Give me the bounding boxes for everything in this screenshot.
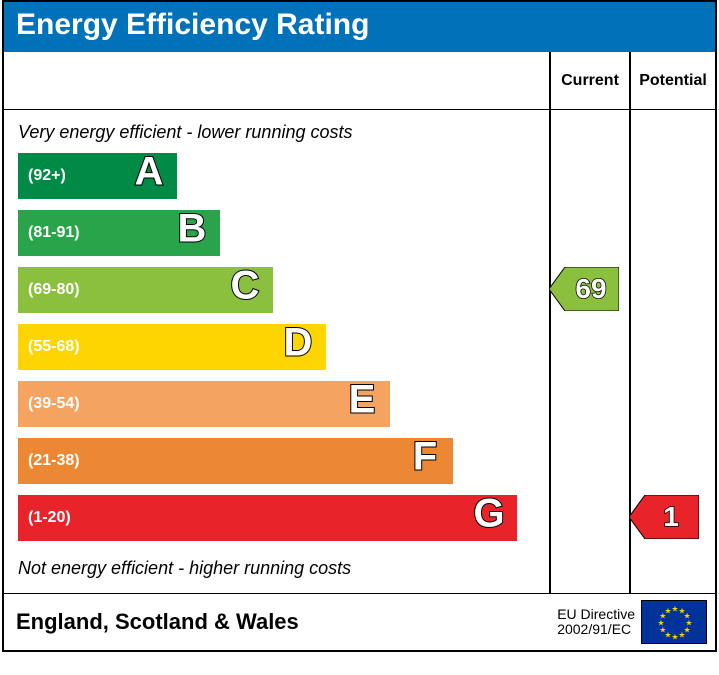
eu-star-icon: ★ — [664, 606, 671, 615]
band-row-g: (1-20) G — [18, 495, 549, 548]
band-bar-b: (81-91) B — [18, 210, 220, 256]
footer: England, Scotland & Wales EU Directive 2… — [4, 594, 715, 650]
footer-right: EU Directive 2002/91/EC ★★★★★★★★★★★★ — [557, 600, 707, 644]
caption-inefficient: Not energy efficient - higher running co… — [4, 552, 549, 587]
bands-host: (92+) A (81-91) B (69-80) C (55-68) D (39-54) E (2… — [4, 153, 549, 548]
directive-line2: 2002/91/EC — [557, 622, 635, 637]
band-range-a: (92+) — [28, 167, 66, 185]
band-letter-g: G — [467, 493, 511, 542]
band-row-b: (81-91) B — [18, 210, 549, 263]
band-range-c: (69-80) — [28, 281, 80, 299]
band-range-b: (81-91) — [28, 224, 80, 242]
chart-title: Energy Efficiency Rating — [16, 8, 369, 41]
band-letter-b: B — [170, 208, 214, 257]
band-bar-g: (1-20) G — [18, 495, 517, 541]
footer-region: England, Scotland & Wales — [16, 609, 299, 635]
current-pointer: 69 — [549, 267, 619, 311]
directive-line1: EU Directive — [557, 607, 635, 622]
svg-text:F: F — [413, 436, 437, 479]
svg-text:1: 1 — [663, 501, 679, 532]
svg-text:C: C — [230, 265, 259, 308]
title-bar: Energy Efficiency Rating — [4, 2, 715, 52]
bands-column: Very energy efficient - lower running co… — [4, 110, 550, 594]
header-current: Current — [550, 52, 630, 110]
chart-grid: Current Potential Very energy efficient … — [4, 52, 715, 594]
band-row-f: (21-38) F — [18, 438, 549, 491]
svg-text:G: G — [474, 493, 505, 536]
potential-column: 1 — [630, 110, 715, 594]
svg-text:B: B — [177, 208, 206, 251]
potential-pointer: 1 — [629, 495, 699, 539]
band-bar-e: (39-54) E — [18, 381, 390, 427]
header-potential: Potential — [630, 52, 715, 110]
svg-text:D: D — [284, 322, 313, 365]
current-column: 69 — [550, 110, 630, 594]
caption-efficient: Very energy efficient - lower running co… — [4, 116, 549, 151]
svg-text:69: 69 — [575, 273, 606, 304]
band-letter-e: E — [340, 379, 384, 428]
band-row-e: (39-54) E — [18, 381, 549, 434]
band-range-d: (55-68) — [28, 338, 80, 356]
header-blank — [4, 52, 550, 110]
band-letter-a: A — [127, 151, 171, 200]
band-bar-f: (21-38) F — [18, 438, 453, 484]
eu-flag-icon: ★★★★★★★★★★★★ — [641, 600, 707, 644]
band-range-f: (21-38) — [28, 452, 80, 470]
band-letter-d: D — [276, 322, 320, 371]
band-row-c: (69-80) C — [18, 267, 549, 320]
svg-text:A: A — [135, 151, 164, 194]
band-range-g: (1-20) — [28, 509, 71, 527]
band-bar-c: (69-80) C — [18, 267, 273, 313]
footer-directive: EU Directive 2002/91/EC — [557, 607, 635, 638]
band-letter-f: F — [403, 436, 447, 485]
band-row-a: (92+) A — [18, 153, 549, 206]
band-bar-a: (92+) A — [18, 153, 177, 199]
eu-star-icon: ★ — [671, 633, 678, 642]
band-bar-d: (55-68) D — [18, 324, 326, 370]
eu-star-icon: ★ — [678, 631, 685, 640]
band-letter-c: C — [223, 265, 267, 314]
band-row-d: (55-68) D — [18, 324, 549, 377]
band-range-e: (39-54) — [28, 395, 80, 413]
svg-text:E: E — [348, 379, 375, 422]
epc-chart: Energy Efficiency Rating Current Potenti… — [2, 0, 717, 652]
